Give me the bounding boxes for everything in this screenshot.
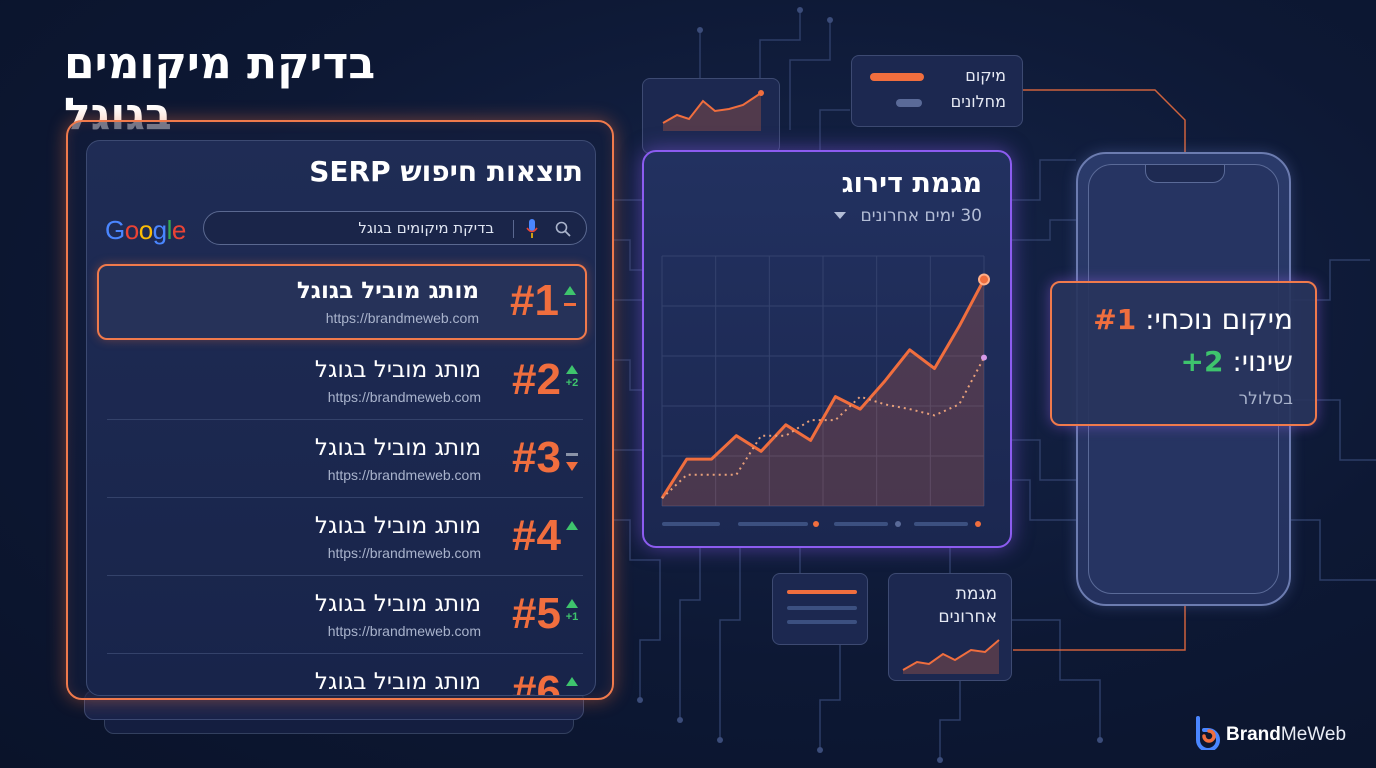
rank-change-label: שינוי:: [1232, 345, 1293, 378]
chevron-down-icon[interactable]: [834, 212, 846, 219]
result-rank: #2: [512, 355, 561, 404]
series-line-1: [660, 278, 986, 500]
current-rank-label: מיקום נוכחי:: [1145, 303, 1293, 336]
result-url: https://brandmeweb.com: [327, 545, 481, 561]
result-divider: [107, 419, 583, 420]
rank-trend-up-icon: [563, 521, 581, 561]
series-area: [662, 279, 984, 506]
ranking-trend-card: מגמת דירוג 30 ימים אחרונים: [642, 150, 1012, 548]
chart-grid: [661, 255, 985, 507]
result-rank: #6: [512, 667, 561, 696]
brand-name: BrandMeWeb: [1226, 724, 1346, 746]
serp-result-3[interactable]: מותג מוביל בגוגל https://brandmeweb.com …: [97, 423, 587, 499]
mini-list-line: [787, 620, 857, 624]
legend-swatch-alternate: [896, 99, 922, 107]
ranking-trend-chart: [660, 255, 990, 527]
result-rank: #5: [512, 589, 561, 638]
mini-trend-sparkline: [662, 90, 764, 131]
microphone-icon[interactable]: [526, 219, 538, 239]
serp-result-4[interactable]: מותג מוביל בגוגל https://brandmeweb.com …: [97, 501, 587, 577]
mini-trend-label: אחרונים: [938, 607, 997, 627]
chart-scrollbar: [662, 521, 981, 527]
scroll-segment: [914, 522, 968, 526]
legend-card: מיקום מחלונים: [851, 55, 1023, 127]
result-divider: [107, 497, 583, 498]
search-input[interactable]: בדיקת מיקומים בגוגל: [203, 211, 587, 245]
result-divider: [107, 575, 583, 576]
rank-trend-up-icon: [563, 677, 581, 695]
rank-delta: +1: [565, 611, 579, 623]
brand-logo-icon: [1196, 716, 1220, 750]
search-icon[interactable]: [554, 220, 572, 238]
result-url: https://brandmeweb.com: [327, 389, 481, 405]
mini-list-line: [787, 606, 857, 610]
rank-trend-up-icon: +1: [563, 599, 581, 639]
legend-swatch-current: [870, 73, 924, 81]
mini-trend-sparkline: [902, 639, 1000, 674]
scroll-segment: [834, 522, 888, 526]
rank-change-value: +2: [1180, 345, 1224, 378]
search-divider: [513, 220, 514, 238]
mini-list-widget: [772, 573, 868, 645]
rank-change: שינוי: +2: [1181, 345, 1294, 378]
serp-result-6[interactable]: מותג מוביל בגוגל #6: [97, 657, 587, 696]
brand-logo: BrandMeWeb: [1192, 716, 1362, 752]
legend-label-current: מיקום: [965, 66, 1006, 85]
serp-title: תוצאות חיפוש SERP: [309, 155, 583, 188]
result-title: מותג מוביל בגוגל: [314, 435, 481, 461]
result-title: מותג מוביל בגוגל: [296, 278, 479, 304]
scroll-segment: [662, 522, 720, 526]
serp-panel: תוצאות חיפוש SERP Google בדיקת מיקומים ב…: [86, 140, 596, 696]
mini-list-line: [787, 590, 857, 594]
current-rank: מיקום נוכחי: #1: [1093, 303, 1293, 336]
chart-title: מגמת דירוג: [841, 168, 982, 199]
rank-trend-up-icon: +2: [563, 365, 581, 405]
brand-name-rest: MeWeb: [1280, 724, 1347, 745]
mini-trend-label: מגמת: [955, 584, 997, 604]
scroll-dot: [813, 521, 819, 527]
mini-trend-widget: [642, 78, 780, 154]
legend-label-alternate: מחלונים: [950, 92, 1006, 111]
result-url: https://brandmeweb.com: [327, 467, 481, 483]
scroll-dot: [975, 521, 981, 527]
series-2-point: [981, 354, 987, 361]
scroll-dot: [895, 521, 901, 527]
rank-trend-up-same-icon: [561, 286, 579, 326]
result-title: מותג מוביל בגוגל: [314, 591, 481, 617]
current-rank-value: #1: [1093, 303, 1137, 336]
phone-notch: [1145, 165, 1225, 183]
result-divider: [107, 653, 583, 654]
chart-period-select[interactable]: 30 ימים אחרונים: [860, 206, 982, 226]
serp-result-2[interactable]: מותג מוביל בגוגל https://brandmeweb.com …: [97, 345, 587, 421]
search-query: בדיקת מיקומים בגוגל: [358, 219, 494, 237]
serp-result-5[interactable]: מותג מוביל בגוגל https://brandmeweb.com …: [97, 579, 587, 655]
rank-delta: +2: [565, 377, 579, 389]
google-logo: Google: [105, 215, 186, 245]
serp-result-1[interactable]: מותג מוביל בגוגל https://brandmeweb.com …: [97, 264, 587, 340]
mini-trend-card: מגמת אחרונים: [888, 573, 1012, 681]
mobile-rank-status-card: מיקום נוכחי: #1 שינוי: +2 בסלולר: [1050, 281, 1317, 426]
scroll-segment: [738, 522, 808, 526]
result-url: https://brandmeweb.com: [327, 623, 481, 639]
result-title: מותג מוביל בגוגל: [314, 357, 481, 383]
result-rank: #1: [510, 276, 559, 325]
chart-series: [660, 273, 990, 506]
result-rank: #4: [512, 511, 561, 560]
brand-name-bold: Brand: [1226, 724, 1281, 745]
result-title: מותג מוביל בגוגל: [314, 669, 481, 695]
result-rank: #3: [512, 433, 561, 482]
result-url: https://brandmeweb.com: [325, 310, 479, 326]
rank-trend-down-icon: [563, 443, 581, 483]
result-title: מותג מוביל בגוגל: [314, 513, 481, 539]
series-1-point: [978, 273, 990, 286]
device-label: בסלולר: [1238, 389, 1293, 409]
